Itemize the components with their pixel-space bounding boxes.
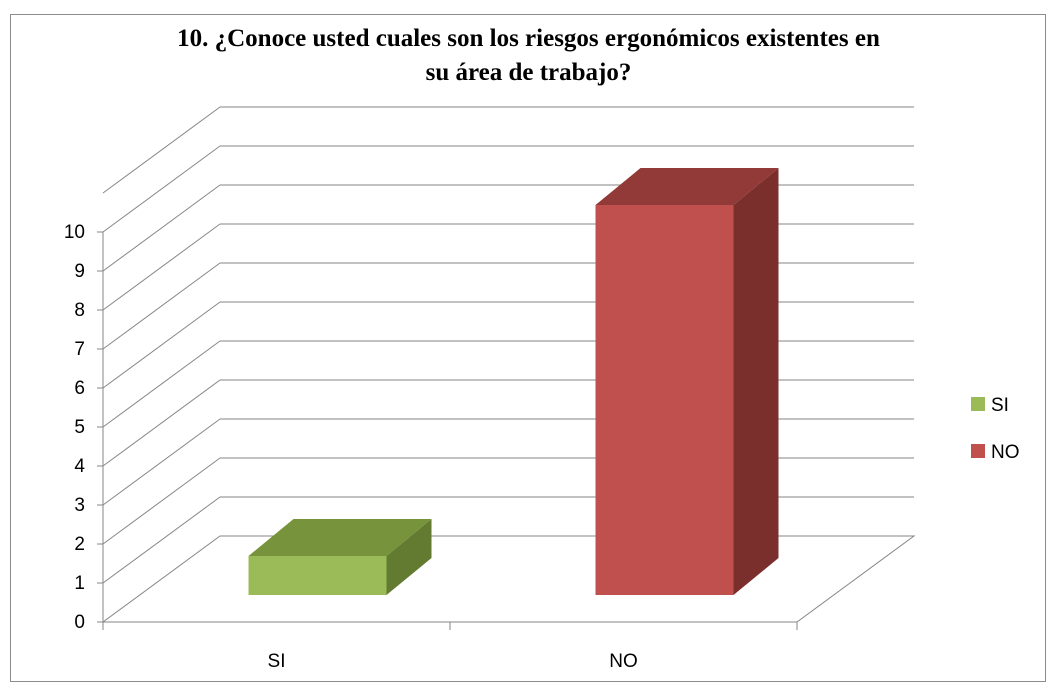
side-wall-gridline — [102, 262, 221, 350]
bar-side-si — [386, 519, 432, 595]
legend-label-no: NO — [991, 442, 1020, 463]
y-tick-label: 5 — [74, 417, 85, 438]
side-wall-gridline — [102, 457, 221, 545]
chart-walls — [101, 106, 916, 623]
x-tick-label: SI — [268, 651, 286, 672]
legend-swatch-si — [971, 397, 985, 411]
bar-si — [248, 556, 387, 595]
y-tick-label: 3 — [74, 495, 85, 516]
y-tick-label: 4 — [74, 456, 85, 477]
chart-axes: 0 1 2 3 4 5 6 7 8 9 10 SI NO — [64, 222, 798, 672]
x-tick-label: NO — [609, 651, 638, 672]
side-wall-gridline — [102, 145, 221, 233]
chart-floor — [101, 535, 916, 623]
y-tick-label: 7 — [74, 339, 85, 360]
bar-no — [595, 205, 734, 595]
side-wall-gridline — [102, 184, 221, 272]
side-wall-gridline — [102, 418, 221, 506]
legend-label-si: SI — [991, 395, 1009, 416]
bar-top-si — [248, 519, 432, 556]
y-tick-label: 2 — [74, 534, 85, 555]
chart-legend: SI NO — [971, 395, 1020, 463]
side-wall-gridline — [102, 223, 221, 311]
bar-top-no — [595, 168, 779, 205]
legend-swatch-no — [971, 444, 985, 458]
chart-title-line-1: 10. ¿Conoce usted cuales son los riesgos… — [177, 25, 880, 52]
y-tick-label: 0 — [74, 612, 85, 633]
y-tick-label: 8 — [74, 300, 85, 321]
y-tick-label: 9 — [74, 261, 85, 282]
chart-bars — [248, 168, 779, 595]
y-tick-label: 6 — [74, 378, 85, 399]
side-wall-gridline — [102, 379, 221, 467]
chart-title-line-2: su área de trabajo? — [425, 59, 632, 86]
side-wall-gridline — [102, 106, 221, 194]
side-wall-gridline — [102, 496, 221, 584]
chart-frame — [10, 14, 1046, 682]
chart-title: 10. ¿Conoce usted cuales son los riesgos… — [0, 22, 1057, 90]
y-tick-label: 10 — [64, 222, 85, 243]
side-wall-gridline — [102, 301, 221, 389]
y-tick-label: 1 — [74, 573, 85, 594]
bar-side-no — [733, 168, 779, 595]
side-wall-gridline — [102, 340, 221, 428]
